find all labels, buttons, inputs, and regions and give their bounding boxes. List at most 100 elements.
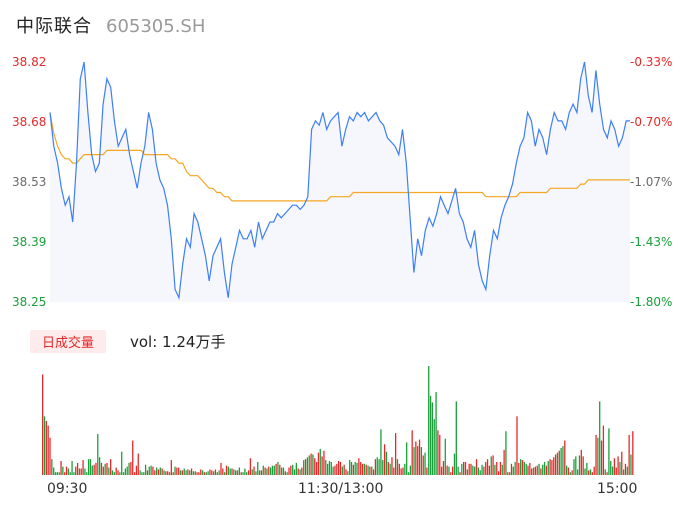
volume-bar [464, 461, 467, 475]
volume-bar [179, 470, 182, 475]
volume-bar [242, 472, 244, 475]
volume-bar [295, 462, 297, 475]
volume-bar [624, 463, 627, 475]
volume-bar [459, 472, 461, 475]
volume-bar [282, 467, 285, 475]
volume-bar [257, 461, 259, 475]
volume-bar [545, 465, 548, 475]
price-tick-2: 38.68 [12, 115, 47, 129]
volume-bar [558, 450, 560, 475]
volume-bar [128, 462, 130, 475]
daily-volume-tab[interactable]: 日成交量 [30, 330, 107, 353]
price-line [49, 61, 630, 301]
volume-bar [154, 470, 156, 475]
volume-bar [165, 471, 167, 475]
volume-bar [451, 466, 454, 475]
volume-bar [632, 431, 634, 475]
volume-bar [258, 470, 261, 475]
volume-bar [383, 444, 386, 475]
volume-bar [304, 459, 307, 475]
volume-bar [317, 452, 320, 475]
volume-bar [398, 463, 400, 475]
volume-bar [62, 466, 64, 475]
volume-bar [589, 469, 592, 475]
volume-bar [218, 470, 220, 475]
volume-bar [347, 471, 349, 475]
volume-bar [385, 451, 388, 475]
volume-bar [310, 453, 312, 475]
volume-bar [229, 468, 231, 475]
volume-bar [104, 463, 106, 475]
volume-bar [455, 401, 457, 475]
volume-bar [431, 402, 434, 475]
volume-bar [510, 463, 513, 475]
volume-bar [277, 461, 279, 475]
volume-bar [161, 468, 163, 475]
volume-bar [269, 467, 272, 475]
volume-bar [95, 462, 97, 475]
volume-bar [249, 458, 252, 475]
volume-bar [246, 472, 248, 475]
volume-bar [268, 466, 270, 475]
volume-bar [610, 461, 612, 475]
volume-bar [176, 467, 178, 475]
volume-bar [89, 459, 92, 475]
volume-bar [91, 465, 93, 475]
volume-bar [360, 461, 362, 475]
volume-bar [424, 452, 426, 475]
volume-bar [420, 447, 423, 475]
volume-bar [538, 463, 540, 475]
volume-bar [293, 469, 296, 475]
volume-bar [133, 472, 136, 475]
volume-bar [314, 458, 316, 475]
volume-bar [170, 460, 172, 475]
volume-bar [56, 472, 58, 475]
volume-bar [198, 472, 200, 475]
volume-bar [520, 459, 522, 475]
volume-bar [413, 447, 415, 475]
volume-bar [137, 453, 139, 475]
volume-bar [496, 461, 498, 475]
volume-bar [86, 472, 88, 475]
volume-bar [554, 454, 557, 475]
volume-bar [181, 470, 184, 475]
volume-bar [591, 472, 593, 475]
volume-bar [284, 471, 286, 475]
volume-bar [178, 467, 180, 475]
volume-bar [435, 392, 437, 475]
volume-bar [606, 472, 608, 475]
volume-bar [54, 472, 57, 475]
volume-bar [507, 472, 509, 475]
volume-bar [339, 461, 342, 475]
volume-bar [172, 472, 174, 475]
volume-bar [474, 466, 476, 475]
volume-bar [60, 461, 62, 475]
volume-bar [144, 464, 147, 475]
volume-bar [187, 469, 189, 475]
stock-header: 中际联合 605305.SH [16, 12, 205, 40]
volume-bar [486, 459, 489, 475]
volume-bar [111, 470, 114, 475]
volume-bar [108, 467, 110, 475]
volume-bar [393, 467, 395, 475]
volume-bar [345, 469, 347, 475]
volume-bar [227, 466, 229, 475]
volume-bar [152, 466, 154, 475]
volume-bar [220, 462, 222, 475]
volume-bar [222, 468, 224, 475]
volume-bar [461, 463, 463, 475]
time-tick-close: 15:00 [597, 481, 638, 497]
volume-bar [626, 466, 628, 475]
volume-bar [565, 465, 568, 475]
volume-bar [290, 465, 292, 475]
volume-bar [440, 466, 443, 475]
volume-bar [148, 466, 150, 475]
volume-bar [115, 467, 117, 475]
volume-bar [479, 470, 481, 475]
volume-bar [132, 440, 134, 475]
volume-bar [529, 462, 531, 475]
volume-bar [341, 466, 343, 475]
volume-bar [155, 467, 158, 475]
volume-bar [470, 463, 472, 475]
